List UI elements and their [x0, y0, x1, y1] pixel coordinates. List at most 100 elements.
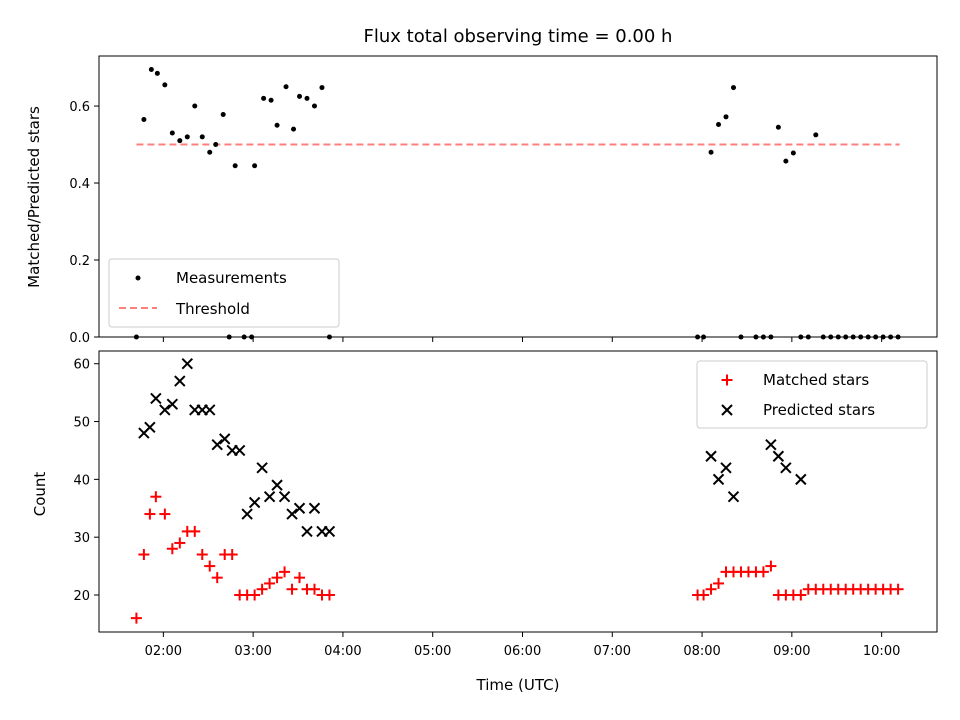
predicted-star-point-b [712, 473, 725, 486]
measurement-point [753, 334, 759, 340]
matched-star-point [765, 560, 777, 572]
measurement-point [249, 334, 255, 340]
measurement-point [828, 334, 834, 340]
chart-title: Flux total observing time = 0.00 h [364, 26, 673, 47]
predicted-star-point-b [727, 490, 740, 503]
measurement-point [738, 334, 744, 340]
matched-stars-points [130, 491, 904, 624]
measurement-point [283, 84, 289, 90]
legend-matched-marker [721, 374, 733, 386]
measurement-point [843, 334, 849, 340]
measurement-point [775, 124, 781, 130]
predicted-star-point-b [720, 462, 732, 474]
matched-star-point [795, 589, 807, 601]
measurement-point [213, 142, 219, 148]
matched-star-point [174, 537, 186, 549]
measurement-point [319, 85, 325, 91]
measurement-point [865, 334, 871, 340]
matched-star-point [757, 566, 769, 578]
matched-star-point [159, 508, 171, 520]
predicted-star-point [174, 375, 186, 387]
matched-star-point [150, 491, 162, 503]
measurement-point [820, 334, 826, 340]
measurement-point [226, 334, 232, 340]
measurement-point [241, 334, 247, 340]
matched-star-point [204, 560, 216, 572]
measurement-point [169, 130, 175, 136]
predicted-stars-points [138, 358, 807, 538]
measurement-point [141, 117, 147, 123]
predicted-star-point-b [795, 473, 807, 486]
count-y-ticks: 20 30 40 50 60 [73, 358, 99, 604]
predicted-star-point-b [150, 392, 162, 405]
predicted-star-point-b [278, 490, 291, 503]
count-legend-box [696, 360, 928, 429]
measurement-point [304, 95, 310, 101]
predicted-star-point-b [705, 450, 717, 462]
predicted-star-point [256, 462, 268, 474]
measurement-point [790, 150, 796, 156]
predicted-star-point-b [174, 375, 186, 387]
ratio-y-tick-label: 0.2 [69, 254, 90, 269]
count-x-tick-label: 09:00 [773, 644, 810, 659]
ratio-legend-box [108, 258, 340, 328]
legend-measurements-label: Measurements [176, 269, 287, 287]
count-x-axis-label: Time (UTC) [476, 676, 560, 694]
legend-matched-plus [721, 374, 733, 386]
predicted-star-point [286, 508, 298, 520]
ratio-axes: 0.0 0.2 0.4 0.6 Matched/Predicted stars Mea… [25, 55, 938, 346]
matched-star-point [294, 572, 306, 584]
count-y-axis-label: Count [31, 472, 49, 517]
count-x-tick-label: 03:00 [234, 644, 271, 659]
predicted-star-point-b [323, 525, 336, 538]
measurement-point [783, 158, 789, 164]
count-x-ticks: 02:00 03:00 04:00 05:00 06:00 07:00 08:00 09:00… [145, 632, 900, 659]
measurement-point [199, 134, 205, 140]
matched-star-point [166, 543, 178, 555]
matched-star-point [698, 589, 710, 601]
predicted-star-point-b [286, 508, 298, 520]
predicted-star-point-b [159, 404, 171, 416]
ratio-y-axis-label: Matched/Predicted stars [25, 106, 43, 288]
measurement-point [813, 132, 819, 138]
measurement-point [133, 334, 139, 340]
ratio-y-tick-label: 0.0 [69, 331, 90, 346]
measurement-point [880, 334, 886, 340]
predicted-star-point-b [166, 398, 179, 410]
measurement-point [184, 134, 190, 140]
predicted-star-point [159, 404, 171, 416]
predicted-star-point [301, 525, 313, 538]
matched-star-point [249, 589, 261, 601]
predicted-star-point [218, 433, 231, 445]
measurement-point [252, 163, 258, 169]
ratio-y-tick-label: 0.6 [69, 100, 90, 115]
measurement-point [760, 334, 766, 340]
count-x-tick-label: 08:00 [683, 644, 720, 659]
measurement-point [723, 114, 729, 120]
measurement-point [291, 126, 297, 132]
matched-star-point [286, 583, 298, 595]
predicted-star-point-b [293, 502, 306, 514]
matched-star-point [264, 577, 276, 589]
measurement-point [232, 163, 238, 169]
measurement-point [162, 82, 168, 88]
measurement-point [798, 334, 804, 340]
predicted-star-point [150, 392, 162, 405]
ratio-y-tick-label: 0.4 [69, 177, 90, 192]
ratio-x-ticks [162, 337, 883, 342]
predicted-star-point [263, 490, 276, 503]
predicted-star-point-b [765, 438, 777, 451]
legend-predicted-cross-b [721, 404, 733, 416]
predicted-star-point [166, 398, 179, 410]
measurement-point [207, 149, 213, 155]
predicted-star-point [211, 438, 223, 451]
predicted-star-point-b [271, 479, 283, 491]
predicted-star-point [780, 462, 792, 474]
predicted-star-point [727, 490, 740, 503]
measurement-point [835, 334, 841, 340]
predicted-star-point [241, 508, 253, 520]
count-y-tick-label: 60 [73, 358, 90, 373]
predicted-star-point-b [181, 358, 193, 370]
predicted-star-point [720, 462, 732, 474]
